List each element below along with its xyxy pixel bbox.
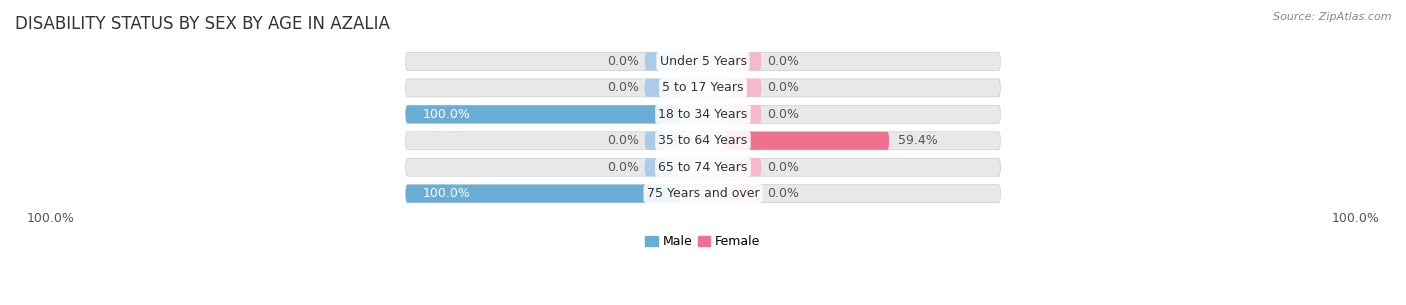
FancyBboxPatch shape (727, 105, 761, 123)
Text: 35 to 64 Years: 35 to 64 Years (658, 134, 748, 147)
FancyBboxPatch shape (406, 185, 1000, 203)
Text: 59.4%: 59.4% (898, 134, 938, 147)
FancyBboxPatch shape (727, 132, 889, 150)
Text: 100.0%: 100.0% (27, 212, 75, 225)
Text: 18 to 34 Years: 18 to 34 Years (658, 108, 748, 121)
Text: 0.0%: 0.0% (607, 55, 638, 68)
FancyBboxPatch shape (406, 158, 1000, 176)
Text: 0.0%: 0.0% (768, 108, 799, 121)
FancyBboxPatch shape (645, 132, 679, 150)
Text: 0.0%: 0.0% (607, 81, 638, 94)
Text: 65 to 74 Years: 65 to 74 Years (658, 161, 748, 174)
Text: 0.0%: 0.0% (607, 161, 638, 174)
Text: Under 5 Years: Under 5 Years (659, 55, 747, 68)
FancyBboxPatch shape (406, 132, 1000, 150)
FancyBboxPatch shape (645, 79, 679, 97)
FancyBboxPatch shape (406, 105, 1000, 123)
Text: 0.0%: 0.0% (768, 81, 799, 94)
Text: 5 to 17 Years: 5 to 17 Years (662, 81, 744, 94)
FancyBboxPatch shape (727, 52, 761, 70)
Text: 0.0%: 0.0% (768, 161, 799, 174)
Text: Source: ZipAtlas.com: Source: ZipAtlas.com (1274, 12, 1392, 22)
Text: 0.0%: 0.0% (607, 134, 638, 147)
Legend: Male, Female: Male, Female (641, 230, 765, 253)
Text: DISABILITY STATUS BY SEX BY AGE IN AZALIA: DISABILITY STATUS BY SEX BY AGE IN AZALI… (15, 15, 389, 33)
FancyBboxPatch shape (727, 185, 761, 203)
Text: 100.0%: 100.0% (1331, 212, 1379, 225)
FancyBboxPatch shape (406, 79, 1000, 97)
FancyBboxPatch shape (406, 185, 679, 203)
FancyBboxPatch shape (727, 158, 761, 176)
Text: 100.0%: 100.0% (423, 108, 471, 121)
FancyBboxPatch shape (406, 105, 679, 123)
Text: 75 Years and over: 75 Years and over (647, 187, 759, 200)
FancyBboxPatch shape (645, 158, 679, 176)
FancyBboxPatch shape (406, 52, 1000, 70)
FancyBboxPatch shape (645, 52, 679, 70)
Text: 100.0%: 100.0% (423, 187, 471, 200)
FancyBboxPatch shape (727, 79, 761, 97)
Text: 0.0%: 0.0% (768, 187, 799, 200)
Text: 0.0%: 0.0% (768, 55, 799, 68)
